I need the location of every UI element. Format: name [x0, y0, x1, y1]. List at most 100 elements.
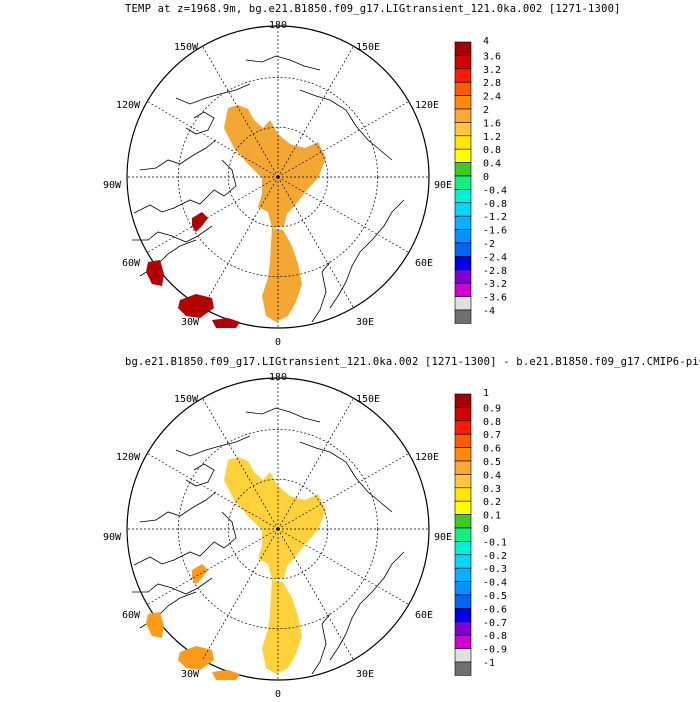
colorbar-swatch-14	[454, 229, 472, 244]
colorbar-swatch-7	[454, 487, 472, 502]
coastline-6	[329, 551, 405, 661]
colorbar-swatch-20	[454, 661, 472, 676]
colorbar-label: 1.6	[483, 118, 501, 129]
colorbar-label: -0.6	[483, 604, 507, 615]
colorbar-swatch-3	[454, 433, 472, 448]
hot-spot-hudson	[192, 564, 208, 584]
colorbar-label: -0.5	[483, 591, 507, 602]
lon-label-30E: 30E	[356, 317, 374, 328]
coastline-0	[133, 159, 237, 214]
coastline-8	[245, 55, 321, 71]
colorbar-swatch-18	[454, 282, 472, 297]
colorbar-label: 0.8	[483, 145, 501, 156]
lon-label-0: 0	[275, 337, 281, 348]
colorbar-label: 0.4	[483, 159, 501, 170]
meridian-10	[147, 453, 279, 530]
meridian-11	[202, 398, 279, 530]
greenland-anomaly	[262, 228, 302, 322]
colorbar-swatch-10	[454, 175, 472, 190]
colorbar-swatch-17	[454, 269, 472, 284]
colorbar-swatch-18	[454, 634, 472, 649]
colorbar-swatch-12	[454, 554, 472, 569]
coastline-6	[329, 199, 405, 309]
coastline-1	[139, 491, 217, 523]
colorbar-label: 0.7	[483, 430, 501, 441]
colorbar-swatch-20	[454, 309, 472, 324]
colorbar-label: -1	[483, 658, 495, 669]
colorbar-label: 3.6	[483, 51, 501, 62]
lon-label-0: 0	[275, 689, 281, 700]
colorbar-label: -0.7	[483, 618, 507, 629]
lon-label-30W: 30W	[181, 669, 200, 680]
lon-label-90W: 90W	[103, 532, 122, 543]
colorbar-swatch-11	[454, 541, 472, 556]
colorbar-label: -2	[483, 239, 495, 250]
hot-spot-atlantic	[178, 646, 214, 670]
colorbar-swatch-4	[454, 447, 472, 462]
lon-label-180: 180	[269, 20, 287, 31]
colorbar-label: -0.4	[483, 578, 507, 589]
colorbar-swatch-17	[454, 621, 472, 636]
colorbar-label: 0.5	[483, 457, 501, 468]
colorbar-label: -0.2	[483, 551, 507, 562]
colorbar-label: 0	[483, 172, 489, 183]
colorbar-label: 0.3	[483, 484, 501, 495]
colorbar-label: -0.1	[483, 537, 507, 548]
lon-label-180: 180	[269, 372, 287, 383]
colorbar-label: -0.4	[483, 185, 507, 196]
meridian-8	[147, 176, 279, 253]
colorbar-label: 0.8	[483, 417, 501, 428]
lon-label-90E: 90E	[434, 532, 452, 543]
lon-label-60E: 60E	[415, 610, 433, 621]
coastline-8	[245, 407, 321, 423]
polar-map-panel-1: 180 150E 120E 90E 60E 30E 0 30W 60W 90W 120W 150W	[103, 20, 452, 348]
lon-label-60W: 60W	[122, 610, 141, 621]
colorbar-swatch-9	[454, 514, 472, 529]
meridian-2	[277, 453, 409, 530]
colorbar-label: 0	[483, 524, 489, 535]
colorbar-panel-2: 1 0.9 0.8 0.7 0.6 0.5 0.4 0.3 0.2 0.1 0 -0.1 -0.2 -0.…	[454, 388, 507, 676]
lon-label-90W: 90W	[103, 180, 122, 191]
colorbar-label: -2.8	[483, 266, 507, 277]
colorbar-swatch-16	[454, 608, 472, 623]
colorbar-swatch-13	[454, 567, 472, 582]
lon-label-150E: 150E	[356, 394, 380, 405]
coastline-5	[299, 441, 393, 513]
colorbar-label: -1.2	[483, 212, 507, 223]
hot-spot-atlantic	[178, 294, 214, 318]
colorbar-label: -4	[483, 306, 495, 317]
lon-label-150E: 150E	[356, 42, 380, 53]
colorbar-label: -0.3	[483, 564, 507, 575]
colorbar-label: 4	[483, 36, 489, 47]
colorbar-swatch-12	[454, 202, 472, 217]
coastline-9	[185, 111, 215, 135]
coastline-5	[299, 89, 393, 161]
colorbar-label: -3.6	[483, 293, 507, 304]
colorbar-swatch-11	[454, 189, 472, 204]
meridian-10	[147, 101, 279, 178]
lon-label-120W: 120W	[116, 100, 141, 111]
colorbar-swatch-3	[454, 81, 472, 96]
meridian-5	[277, 528, 354, 660]
lon-label-150W: 150W	[174, 42, 199, 53]
colorbar-swatch-2	[454, 68, 472, 83]
lon-label-90E: 90E	[434, 180, 452, 191]
coastline-7	[311, 613, 331, 675]
panel2-title: bg.e21.B1850.f09_g17.LIGtransient_121.0k…	[125, 356, 700, 368]
colorbar-swatch-13	[454, 215, 472, 230]
colorbar-label: -0.8	[483, 631, 507, 642]
meridian-7	[202, 528, 279, 660]
hot-spot-labrador	[146, 260, 164, 286]
colorbar-label: 3.2	[483, 65, 501, 76]
colorbar-swatch-7	[454, 135, 472, 150]
lon-label-120E: 120E	[415, 452, 439, 463]
colorbar-label: 0.2	[483, 497, 501, 508]
colorbar-swatch-6	[454, 474, 472, 489]
colorbar-swatch-5	[454, 108, 472, 123]
colorbar-label: 0.6	[483, 444, 501, 455]
colorbar-label: 0.1	[483, 511, 501, 522]
hot-spot-labrador	[146, 612, 164, 638]
colorbar-label: 1	[483, 388, 489, 399]
colorbar-label: 0.4	[483, 470, 501, 481]
coastline-7	[311, 261, 331, 323]
